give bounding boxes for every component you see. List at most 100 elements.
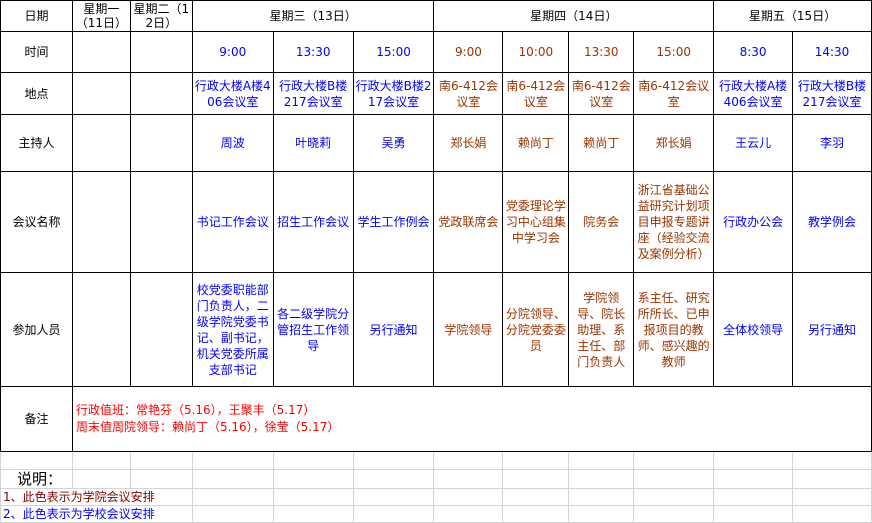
empty-cell xyxy=(191,488,274,506)
meeting-place-cell: 行政大楼B楼217会议室 xyxy=(352,72,435,115)
empty-cell xyxy=(502,488,570,506)
meeting-name-cell: 学生工作例会 xyxy=(352,171,435,273)
empty-cell xyxy=(568,505,635,523)
meeting-attendees-cell: 另行通知 xyxy=(352,272,435,387)
empty-cell xyxy=(792,505,872,523)
attendees-label: 参加人员 xyxy=(0,272,73,387)
meeting-attendees-cell xyxy=(71,272,131,387)
meeting-attendees-cell: 各二级学院分管招生工作领导 xyxy=(272,272,354,387)
empty-cell xyxy=(502,451,570,470)
day-header: 星期三（13日） xyxy=(191,0,435,32)
meeting-time-cell: 15:00 xyxy=(352,31,435,73)
meeting-place-cell: 行政大楼A楼406会议室 xyxy=(191,72,274,115)
meeting-time-cell: 10:00 xyxy=(502,31,570,73)
empty-cell xyxy=(633,488,715,506)
meeting-name-cell: 书记工作会议 xyxy=(191,171,274,273)
empty-cell xyxy=(713,488,794,506)
meeting-host-cell: 李羽 xyxy=(792,114,872,172)
empty-cell xyxy=(129,451,193,470)
empty-cell xyxy=(352,469,435,489)
admin-duty-text: 行政值班：常艳芬（5.16），王聚丰（5.17） xyxy=(75,403,316,417)
empty-cell xyxy=(352,451,435,470)
meeting-place-cell: 南6-412会议室 xyxy=(433,72,504,115)
time-label: 时间 xyxy=(0,31,73,73)
host-label: 主持人 xyxy=(0,114,73,172)
empty-cell xyxy=(713,505,794,523)
meeting-name-cell: 院务会 xyxy=(568,171,635,273)
meeting-time-cell: 13:30 xyxy=(568,31,635,73)
meeting-attendees-cell: 分院领导、分院党委委员 xyxy=(502,272,570,387)
meeting-host-cell: 吴勇 xyxy=(352,114,435,172)
meeting-name-cell: 党政联席会 xyxy=(433,171,504,273)
meeting-name-row: 会议名称 书记工作会议 招生工作会议 学生工作例会 党政联席会 党委理论学习中心组集中学习… xyxy=(0,171,872,273)
grid-row: 2、此色表示为学校会议安排 xyxy=(0,505,872,523)
empty-cell xyxy=(272,451,354,470)
empty-cell xyxy=(129,469,193,489)
empty-cell xyxy=(502,469,570,489)
meeting-host-cell: 王云儿 xyxy=(713,114,794,172)
meeting-place-cell xyxy=(129,72,193,115)
empty-cell xyxy=(633,505,715,523)
empty-cell xyxy=(272,469,354,489)
meeting-attendees-cell: 另行通知 xyxy=(792,272,872,387)
grid-row: 1、此色表示为学院会议安排 xyxy=(0,488,872,506)
meeting-time-cell: 14:30 xyxy=(792,31,872,73)
empty-cell xyxy=(433,488,504,506)
meeting-time-cell: 13:30 xyxy=(272,31,354,73)
empty-cell xyxy=(433,451,504,470)
meeting-place-cell: 南6-412会议室 xyxy=(633,72,715,115)
empty-cell xyxy=(352,488,435,506)
meeting-name-cell: 招生工作会议 xyxy=(272,171,354,273)
empty-cell xyxy=(792,451,872,470)
place-row: 地点 行政大楼A楼406会议室 行政大楼B楼217会议室 行政大楼B楼217会议室 南6… xyxy=(0,72,872,115)
meeting-time-cell: 15:00 xyxy=(633,31,715,73)
host-row: 主持人 周波 叶晓莉 吴勇 郑长娟 赖尚丁 赖尚丁 郑长娟 王云儿 李羽 xyxy=(0,114,872,172)
empty-cell xyxy=(191,451,274,470)
empty-cell xyxy=(713,469,794,489)
empty-cell xyxy=(792,488,872,506)
meeting-host-cell xyxy=(71,114,131,172)
empty-cell xyxy=(433,469,504,489)
meeting-time-cell: 8:30 xyxy=(713,31,794,73)
meeting-host-cell: 赖尚丁 xyxy=(502,114,570,172)
meeting-time-cell xyxy=(129,31,193,73)
empty-cell xyxy=(352,505,435,523)
remarks-cell: 行政值班：常艳芬（5.16），王聚丰（5.17） 周末值周院领导：赖尚丁（5.16… xyxy=(71,386,872,452)
meeting-place-cell: 南6-412会议室 xyxy=(568,72,635,115)
attendees-row: 参加人员 校党委职能部门负责人，二级学院党委书记、副书记，机关党委所属支部书记 各二… xyxy=(0,272,872,387)
remarks-row: 备注 行政值班：常艳芬（5.16），王聚丰（5.17） 周末值周院领导：赖尚丁（5.… xyxy=(0,386,872,452)
meeting-name-label: 会议名称 xyxy=(0,171,73,273)
meeting-host-cell xyxy=(129,114,193,172)
legend-school-color: 2、此色表示为学校会议安排 xyxy=(0,505,193,523)
day-header: 星期五（15日） xyxy=(713,0,872,32)
place-label: 地点 xyxy=(0,72,73,115)
meeting-time-cell: 9:00 xyxy=(191,31,274,73)
empty-cell xyxy=(191,505,274,523)
meeting-attendees-cell xyxy=(129,272,193,387)
grid-row: 说明： xyxy=(0,469,872,489)
legend-college-color: 1、此色表示为学院会议安排 xyxy=(0,488,193,506)
legend-title: 说明： xyxy=(0,469,73,489)
grid-row xyxy=(0,451,872,470)
meeting-place-cell: 南6-412会议室 xyxy=(502,72,570,115)
day-header: 星期一（11日） xyxy=(71,0,131,32)
meeting-place-cell: 行政大楼B楼217会议室 xyxy=(792,72,872,115)
meeting-attendees-cell: 全体校领导 xyxy=(713,272,794,387)
meeting-host-cell: 叶晓莉 xyxy=(272,114,354,172)
meeting-host-cell: 赖尚丁 xyxy=(568,114,635,172)
meeting-time-cell xyxy=(71,31,131,73)
empty-cell xyxy=(568,488,635,506)
empty-cell xyxy=(272,488,354,506)
empty-cell xyxy=(792,469,872,489)
meeting-host-cell: 周波 xyxy=(191,114,274,172)
meeting-host-cell: 郑长娟 xyxy=(633,114,715,172)
meeting-attendees-cell: 校党委职能部门负责人，二级学院党委书记、副书记，机关党委所属支部书记 xyxy=(191,272,274,387)
empty-cell xyxy=(568,469,635,489)
empty-cell xyxy=(272,505,354,523)
meeting-time-cell: 9:00 xyxy=(433,31,504,73)
weekend-duty-text: 周末值周院领导：赖尚丁（5.16），徐莹（5.17） xyxy=(75,420,340,434)
empty-cell xyxy=(71,469,131,489)
meeting-attendees-cell: 学院领导 xyxy=(433,272,504,387)
meeting-place-cell: 行政大楼A楼406会议室 xyxy=(713,72,794,115)
